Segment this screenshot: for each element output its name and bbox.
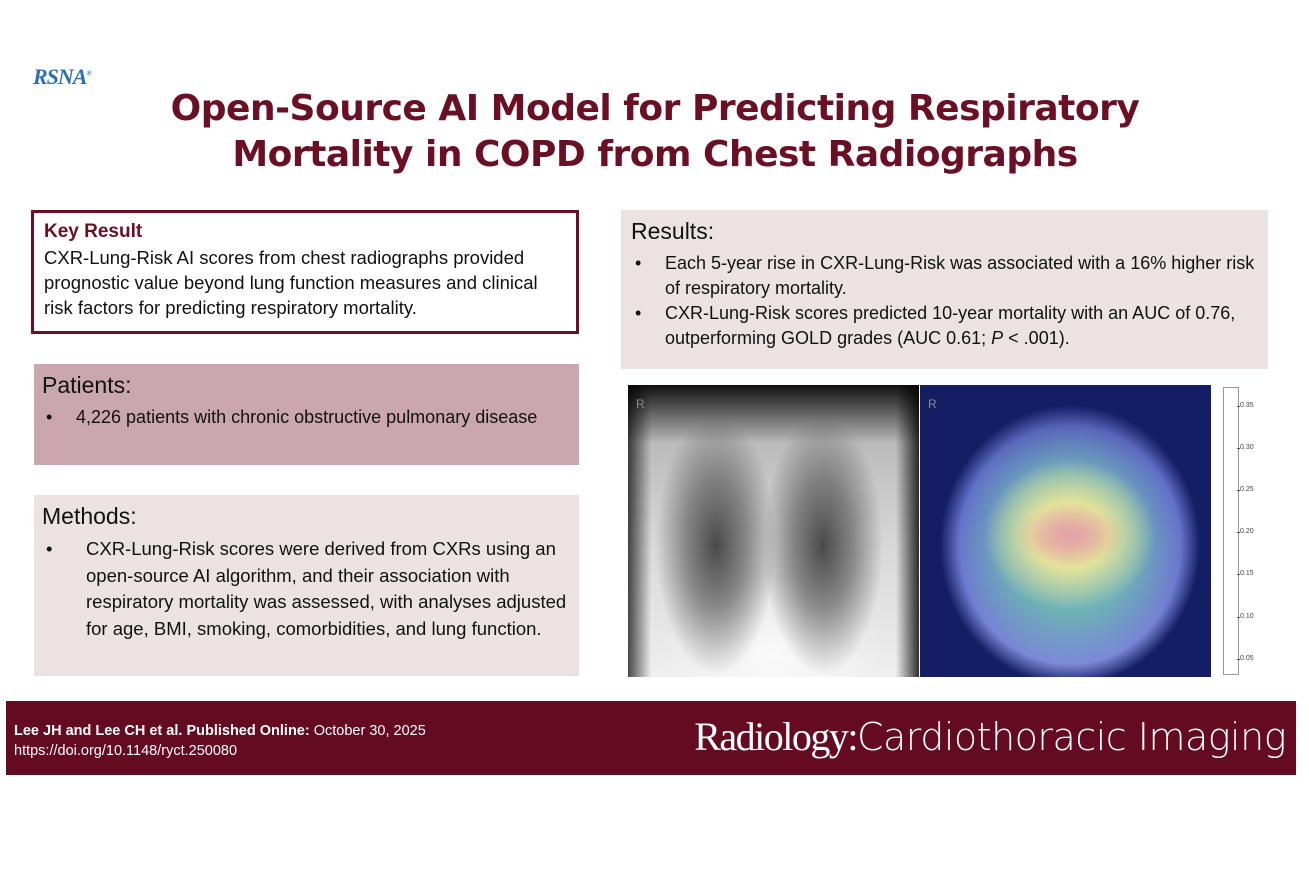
list-item: 4,226 patients with chronic obstructive … [42,405,571,430]
footer-banner: Lee JH and Lee CH et al. Published Onlin… [6,701,1296,775]
key-result-box: Key Result CXR-Lung-Risk AI scores from … [31,210,579,334]
side-marker: R [928,397,937,411]
patients-box: Patients: 4,226 patients with chronic ob… [34,364,579,465]
side-marker: R [636,397,645,411]
journal-name-part2: Cardiothoracic Imaging [856,715,1287,759]
results-list: Each 5-year rise in CXR-Lung-Risk was as… [631,251,1258,351]
list-item: Each 5-year rise in CXR-Lung-Risk was as… [631,251,1258,301]
list-item: CXR-Lung-Risk scores predicted 10-year m… [631,301,1258,351]
patients-heading: Patients: [42,372,132,398]
journal-name: Radiology:Cardiothoracic Imaging [694,713,1286,761]
result-text: CXR-Lung-Risk scores predicted 10-year m… [665,303,1236,348]
registered-mark: ® [86,69,91,78]
methods-box: Methods: CXR-Lung-Risk scores were deriv… [34,495,579,676]
logo-text: RSNA [33,64,87,89]
colorbar-tick: 0.25 [1237,486,1254,493]
page-title: Open-Source AI Model for Predicting Resp… [120,86,1190,178]
methods-list: CXR-Lung-Risk scores were derived from C… [42,536,571,642]
list-item: CXR-Lung-Risk scores were derived from C… [42,536,571,642]
journal-name-part1: Radiology: [694,714,858,759]
results-box: Results: Each 5-year rise in CXR-Lung-Ri… [621,210,1268,369]
citation: Lee JH and Lee CH et al. Published Onlin… [14,721,426,761]
chest-radiograph-image: R [628,385,919,677]
key-result-text: CXR-Lung-Risk AI scores from chest radio… [44,247,538,318]
colorbar-tick: 0.35 [1237,402,1254,409]
title-line-2: Mortality in COPD from Chest Radiographs [232,134,1078,175]
colorbar-tick: 0.15 [1237,570,1254,577]
colorbar-tick: 0.30 [1237,444,1254,451]
patients-list: 4,226 patients with chronic obstructive … [42,405,571,430]
title-line-1: Open-Source AI Model for Predicting Resp… [170,88,1140,129]
publication-date: October 30, 2025 [309,723,426,739]
result-text: < .001). [1003,328,1070,348]
key-result-heading: Key Result [44,221,143,242]
results-heading: Results: [631,218,715,244]
p-value-label: P [991,328,1004,348]
doi-link[interactable]: https://doi.org/10.1148/ryct.250080 [14,743,238,759]
colorbar: 0.35 0.30 0.25 0.20 0.15 0.10 0.05 [1223,385,1283,677]
colorbar-tick: 0.05 [1237,655,1254,662]
colorbar-tick: 0.10 [1237,613,1254,620]
rsna-logo: RSNA® [33,64,92,90]
cxr-figure: R R 0.35 0.30 0.25 0.20 0.15 0.10 0.05 [628,385,1291,677]
citation-authors: Lee JH and Lee CH et al. Published Onlin… [14,723,310,739]
colorbar-gradient [1223,387,1239,675]
heatmap-overlay-image: R [920,385,1211,677]
methods-heading: Methods: [42,503,137,529]
colorbar-tick: 0.20 [1237,528,1254,535]
